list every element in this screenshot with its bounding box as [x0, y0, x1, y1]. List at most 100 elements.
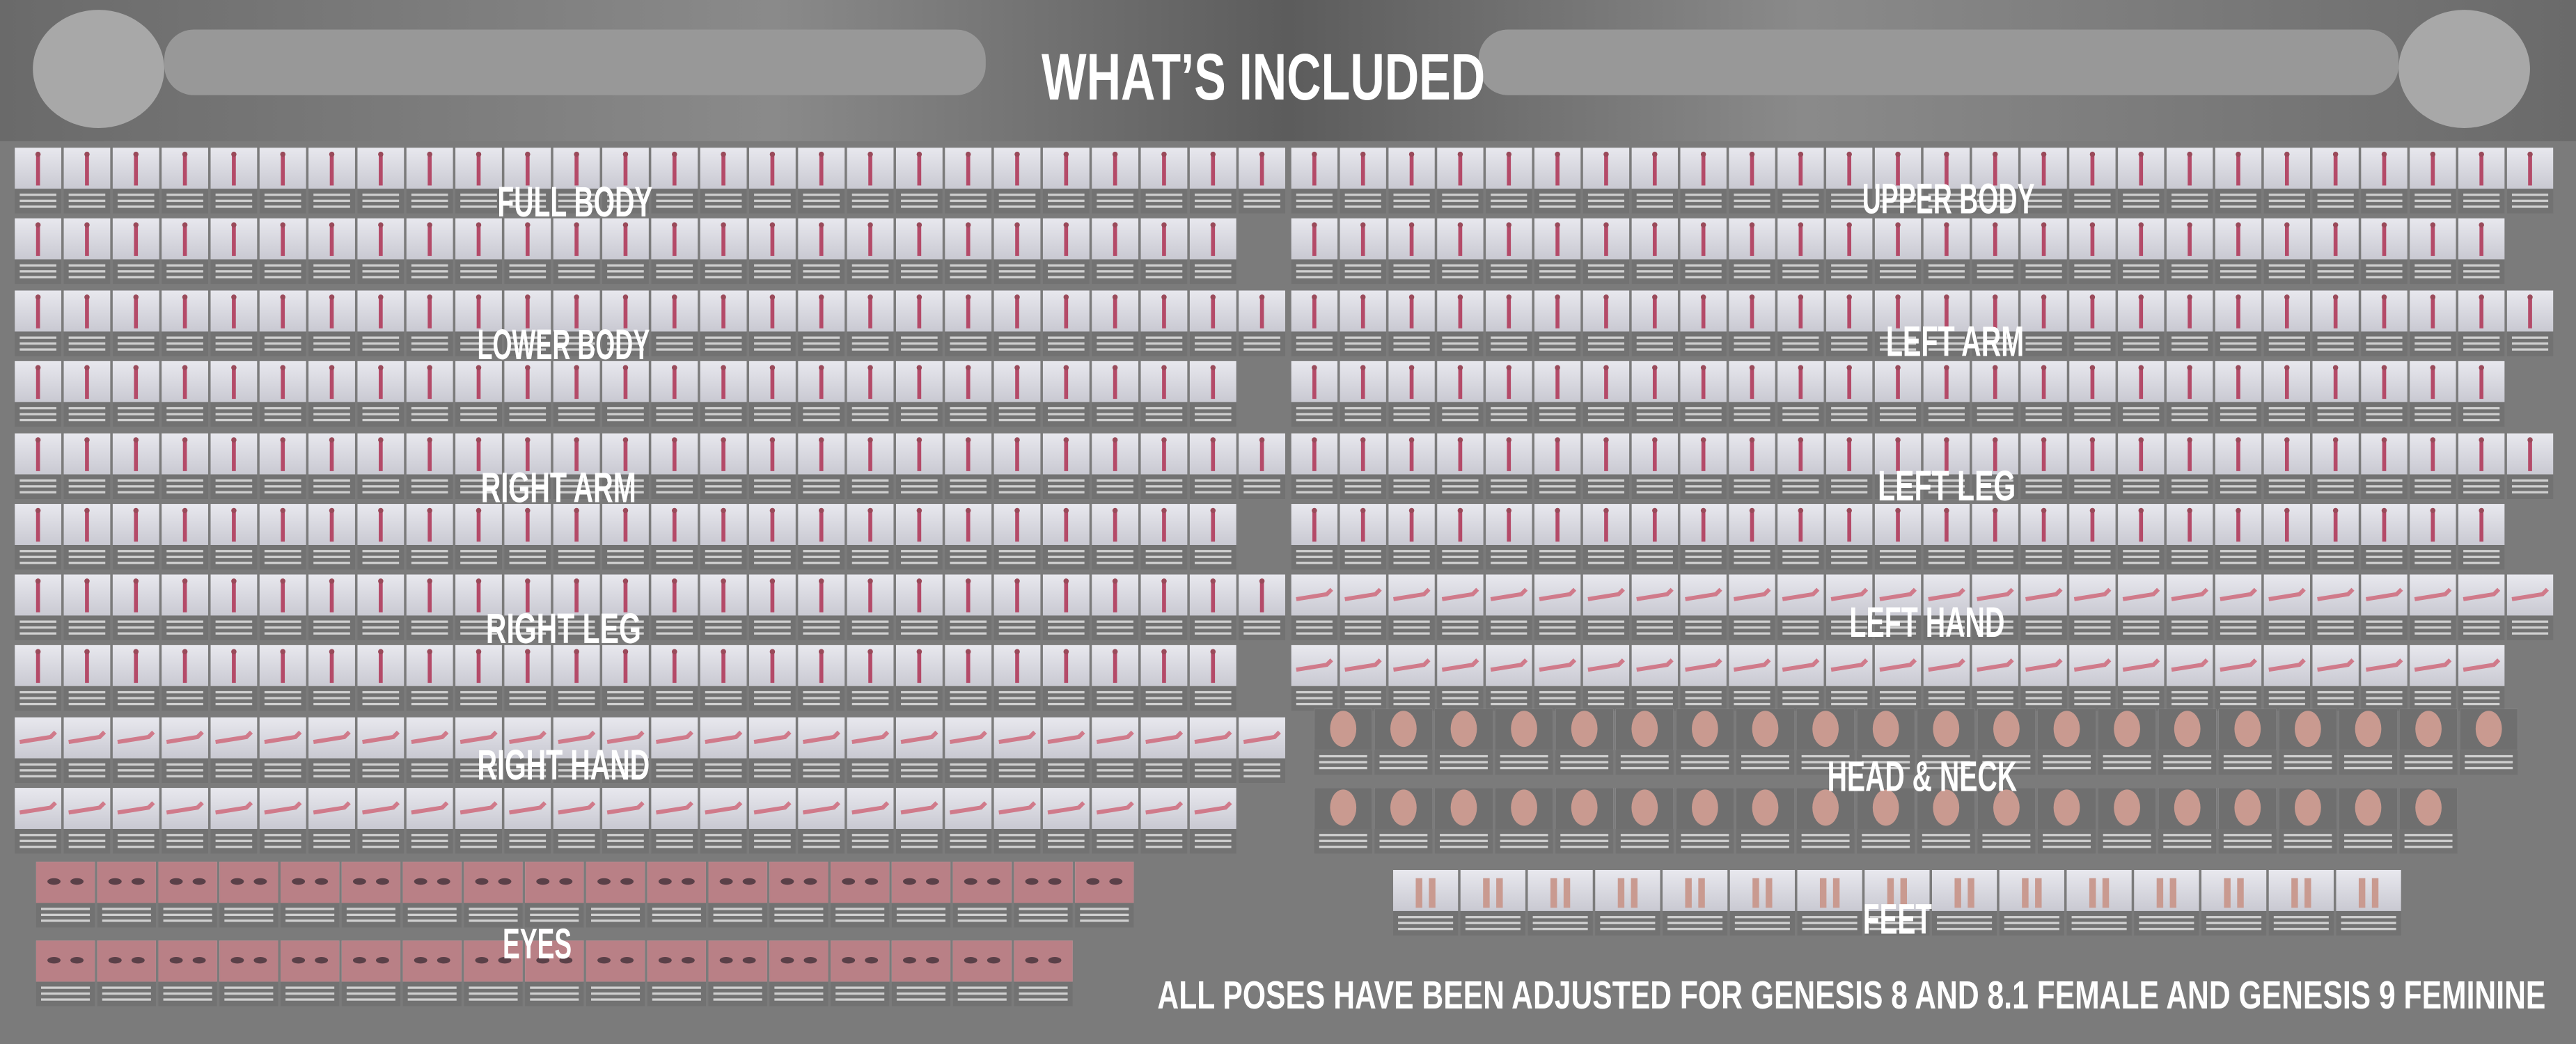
caption-line	[2317, 413, 2354, 416]
thumbnail	[1923, 218, 1970, 285]
caption-line	[1636, 620, 1673, 623]
caption-line	[2171, 193, 2208, 196]
thumbnail	[357, 361, 405, 427]
caption-line	[1440, 846, 1488, 848]
caption-line	[2268, 348, 2305, 351]
caption-line	[1500, 834, 1548, 837]
caption-line	[19, 697, 56, 699]
caption-line	[19, 479, 56, 482]
thumbnail	[891, 940, 951, 1006]
caption-line	[591, 908, 641, 910]
caption-line	[509, 276, 547, 278]
caption-line	[1296, 697, 1333, 699]
caption-line	[1048, 702, 1085, 706]
head	[2355, 711, 2382, 748]
caption-line	[558, 775, 595, 777]
caption-line	[851, 562, 889, 564]
eyes	[708, 862, 767, 903]
eye	[865, 957, 879, 964]
caption-line	[2123, 550, 2160, 553]
caption-line	[754, 342, 791, 345]
eye	[681, 878, 695, 885]
feet	[1968, 878, 1974, 908]
thumbnail	[112, 290, 159, 356]
thumbnail	[2020, 290, 2067, 356]
caption-line	[1782, 342, 1819, 345]
figure-head	[2187, 294, 2192, 300]
caption-line	[2074, 264, 2111, 267]
head	[1993, 711, 2020, 748]
thumbnail	[112, 433, 159, 499]
figure-head	[2430, 437, 2436, 443]
caption-line	[19, 632, 56, 635]
feet	[1752, 878, 1759, 908]
caption-line	[362, 834, 400, 837]
eyes	[97, 940, 156, 982]
caption-line	[19, 413, 56, 416]
caption-line	[509, 775, 547, 777]
caption-line	[1442, 199, 1479, 203]
thumbnail	[2263, 644, 2310, 711]
caption-line	[998, 763, 1036, 766]
caption-line	[1869, 922, 1925, 924]
caption-line	[285, 913, 335, 917]
caption-line	[1296, 348, 1333, 351]
caption-line	[607, 775, 644, 777]
thumbnail	[2118, 218, 2165, 285]
caption-line	[1019, 908, 1068, 910]
figure-head	[965, 365, 971, 371]
caption-line	[754, 846, 791, 848]
thumbnail	[1923, 504, 1970, 570]
figure-head	[1992, 365, 1998, 371]
caption-line	[2220, 199, 2257, 203]
caption-line	[851, 846, 889, 848]
figure-head	[622, 507, 629, 514]
caption-line	[1879, 406, 1917, 410]
caption-line	[68, 479, 106, 482]
caption-line	[411, 205, 448, 208]
caption-line	[1539, 348, 1576, 351]
caption-line	[509, 702, 547, 706]
caption-line	[1685, 270, 1722, 273]
figure-head	[1457, 507, 1463, 514]
caption-line	[1862, 846, 1910, 848]
caption-line	[2317, 348, 2354, 351]
figure-head	[329, 222, 335, 228]
head	[2295, 789, 2321, 826]
thumbnail	[1977, 709, 2036, 775]
caption-line	[1539, 620, 1576, 623]
figure-head	[1895, 365, 1901, 371]
figure-head	[133, 578, 139, 584]
thumbnail	[553, 504, 600, 570]
figure-head	[1555, 365, 1560, 371]
caption-line	[2074, 491, 2111, 493]
caption-line	[1440, 834, 1488, 837]
thumb-image	[1797, 870, 1862, 911]
eye	[498, 878, 512, 885]
caption-line	[656, 491, 693, 493]
caption-line	[1928, 342, 1965, 345]
figure-head	[2479, 294, 2484, 300]
caption-line	[1465, 928, 1521, 931]
thumbnail	[553, 644, 600, 711]
caption-line	[1442, 550, 1479, 553]
caption-line	[1194, 839, 1232, 842]
thumbnail	[2312, 433, 2359, 499]
feet	[2291, 878, 2298, 908]
caption-line	[1194, 413, 1232, 416]
eye	[1025, 878, 1039, 885]
caption-line	[1539, 336, 1576, 339]
caption-line	[2317, 418, 2354, 422]
figure-head	[2479, 507, 2484, 514]
caption-line	[1145, 690, 1183, 694]
caption-line	[1097, 413, 1133, 416]
thumbnail	[945, 788, 992, 854]
thumbnail	[341, 940, 401, 1006]
caption-line	[362, 406, 400, 410]
caption-line	[362, 479, 400, 482]
caption-line	[1922, 839, 1970, 842]
thumbnail	[1972, 148, 2018, 214]
figure-head	[2187, 365, 2192, 371]
caption-line	[950, 491, 987, 493]
caption-line	[1685, 406, 1722, 410]
